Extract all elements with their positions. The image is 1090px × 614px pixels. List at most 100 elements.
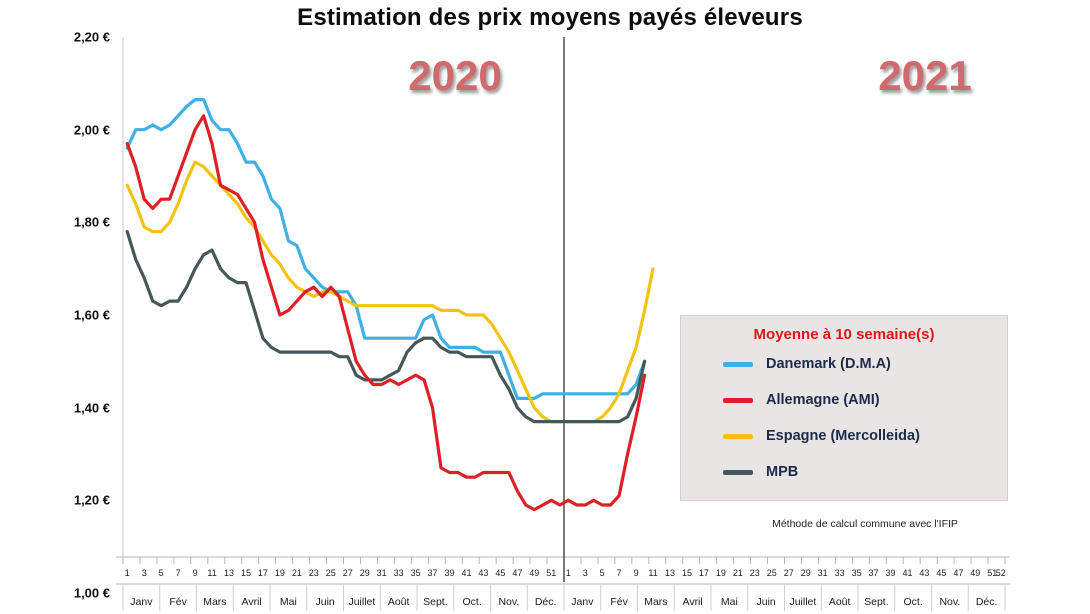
- week-tick-label: 31: [377, 568, 387, 578]
- week-tick-label: 9: [634, 568, 639, 578]
- month-label: Juin: [756, 596, 775, 608]
- week-tick-label: 23: [309, 568, 319, 578]
- legend-item: Danemark (D.M.A): [723, 356, 993, 372]
- month-label: Sept.: [423, 596, 448, 608]
- week-tick-label: 27: [784, 568, 794, 578]
- week-tick-label: 45: [936, 568, 946, 578]
- week-tick-label: 39: [445, 568, 455, 578]
- series-line-allemagne: [125, 114, 647, 512]
- week-tick-label: 39: [886, 568, 896, 578]
- legend-item-label: MPB: [766, 464, 799, 480]
- month-label: Mars: [644, 596, 667, 608]
- week-tick-label: 23: [750, 568, 760, 578]
- week-tick-label: 1: [566, 568, 571, 578]
- week-tick-label: 47: [953, 568, 963, 578]
- week-tick-label: 3: [142, 568, 147, 578]
- month-label: Juin: [315, 596, 334, 608]
- week-tick-label: 49: [970, 568, 980, 578]
- week-tick-label: 17: [699, 568, 709, 578]
- week-tick-label: 25: [767, 568, 777, 578]
- month-label: Mars: [203, 596, 226, 608]
- legend-item-label: Danemark (D.M.A): [766, 356, 891, 372]
- week-tick-label: 1: [125, 568, 130, 578]
- month-label: Nov.: [498, 596, 519, 608]
- y-axis-label: 1,40 €: [73, 400, 110, 416]
- month-label: Avril: [683, 596, 703, 608]
- week-tick-label: 19: [716, 568, 726, 578]
- y-axis-label: 1,60 €: [73, 307, 110, 323]
- week-tick-label: 41: [461, 568, 471, 578]
- y-axis-label: 1,00 €: [73, 585, 110, 601]
- week-tick-label: 33: [835, 568, 845, 578]
- y-axis-label: 1,20 €: [73, 492, 110, 508]
- legend-title: Moyenne à 10 semaine(s): [753, 326, 935, 343]
- week-tick-label: 51: [546, 568, 556, 578]
- week-tick-label: 43: [919, 568, 929, 578]
- series-line-danemark: [125, 97, 647, 400]
- week-tick-label: 35: [411, 568, 421, 578]
- y-axis-label: 2,20 €: [73, 29, 110, 45]
- week-tick-label: 27: [343, 568, 353, 578]
- series-line-espagne: [125, 160, 655, 424]
- legend-item: MPB: [723, 464, 993, 480]
- series-line-mpb: [125, 230, 647, 424]
- y-axis-label: 1,80 €: [73, 214, 110, 230]
- year-label-2020: 2020: [408, 52, 502, 99]
- week-tick-label: 13: [665, 568, 675, 578]
- week-tick-label: 47: [512, 568, 522, 578]
- month-label: Mai: [280, 596, 297, 608]
- week-tick-label: 5: [159, 568, 164, 578]
- week-tick-label: 11: [207, 568, 216, 578]
- month-label: Août: [829, 596, 851, 608]
- week-tick-label: 15: [682, 568, 692, 578]
- week-tick-label: 41: [902, 568, 912, 578]
- month-label: Nov.: [939, 596, 960, 608]
- week-tick-label: 43: [478, 568, 488, 578]
- week-tick-label: 29: [801, 568, 811, 578]
- week-tick-label: 5: [600, 568, 605, 578]
- allemagne-line-swatch-icon: [723, 397, 753, 403]
- week-tick-label: 11: [648, 568, 657, 578]
- week-tick-label: 45: [495, 568, 505, 578]
- week-tick-label: 19: [275, 568, 285, 578]
- week-tick-label: 7: [176, 568, 181, 578]
- week-tick-label: 15: [241, 568, 251, 578]
- espagne-line-swatch-icon: [723, 433, 753, 439]
- month-label: Déc.: [976, 596, 998, 608]
- legend-item-label: Allemagne (AMI): [766, 392, 880, 408]
- week-tick-label: 7: [617, 568, 622, 578]
- week-tick-label: 17: [258, 568, 268, 578]
- legend-item: Espagne (Mercolleida): [723, 428, 993, 444]
- month-label: Juillet: [348, 596, 375, 608]
- legend-item: Allemagne (AMI): [723, 392, 993, 408]
- month-label: Déc.: [535, 596, 557, 608]
- mpb-line-swatch-icon: [723, 469, 753, 475]
- week-tick-label: 29: [360, 568, 370, 578]
- month-label: Janv: [130, 596, 153, 608]
- week-tick-label: 51: [987, 568, 997, 578]
- page-title: Estimation des prix moyens payés éleveur…: [297, 4, 803, 31]
- week-tick-label: 37: [869, 568, 879, 578]
- week-tick-label: 3: [583, 568, 588, 578]
- week-tick-label: 31: [818, 568, 828, 578]
- method-footnote: Méthode de calcul commune avec l'IFIP: [772, 518, 958, 530]
- month-label: Oct.: [903, 596, 922, 608]
- month-label: Oct.: [462, 596, 481, 608]
- week-tick-label: 33: [394, 568, 404, 578]
- month-label: Juillet: [789, 596, 816, 608]
- month-label: Mai: [721, 596, 738, 608]
- month-label: Avril: [242, 596, 262, 608]
- month-label: Fév: [610, 596, 628, 608]
- danemark-line-swatch-icon: [723, 361, 753, 367]
- year-label-2021: 2021: [878, 52, 972, 99]
- week-tick-label: 37: [428, 568, 438, 578]
- week-tick-label: 13: [224, 568, 234, 578]
- week-tick-label: 35: [852, 568, 862, 578]
- legend: Moyenne à 10 semaine(s) Danemark (D.M.A)…: [680, 315, 1008, 501]
- month-label: Août: [388, 596, 410, 608]
- week-tick-label: 21: [733, 568, 743, 578]
- month-label: Fév: [169, 596, 187, 608]
- week-tick-label: 52: [996, 568, 1006, 578]
